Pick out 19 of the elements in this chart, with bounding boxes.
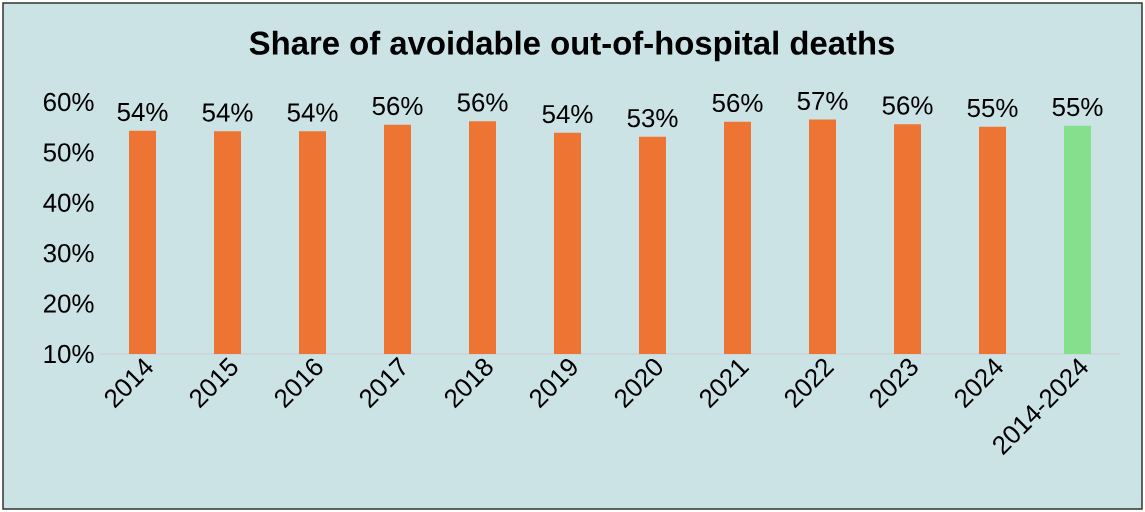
y-tick-label: 30%	[43, 244, 94, 263]
data-label: 55%	[1052, 97, 1103, 117]
data-label: 54%	[542, 104, 593, 124]
data-label: 56%	[882, 96, 933, 115]
y-tick-label: 10%	[44, 344, 94, 364]
data-label: 54%	[287, 103, 338, 122]
chart-title: Share of avoidable out-of-hospital deaths	[249, 30, 894, 62]
data-label: 53%	[627, 108, 678, 128]
y-tick-label: 50%	[43, 143, 94, 162]
data-label: 55%	[967, 98, 1018, 118]
y-tick-label: 40%	[43, 193, 94, 212]
y-tick-label: 20%	[43, 294, 94, 313]
data-label: 56%	[712, 93, 763, 113]
y-tick-label: 60%	[43, 92, 94, 112]
data-label: 56%	[457, 93, 508, 112]
data-label: 54%	[202, 103, 253, 122]
data-label: 54%	[117, 102, 168, 122]
data-label: 57%	[797, 91, 848, 111]
data-label: 56%	[372, 96, 423, 116]
